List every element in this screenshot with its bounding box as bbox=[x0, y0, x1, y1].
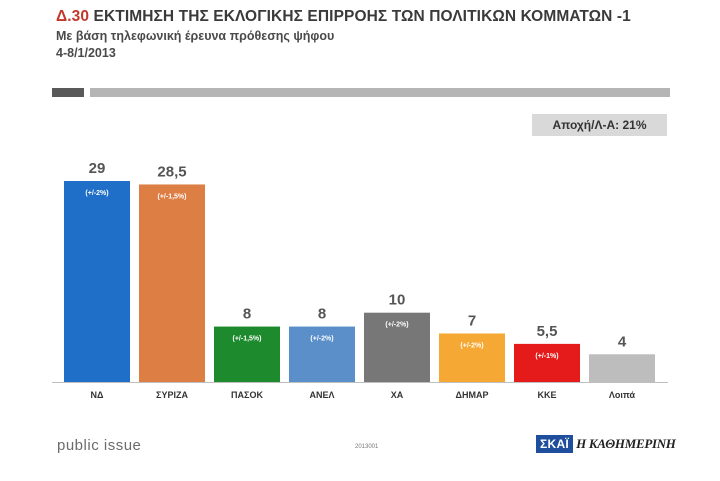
value-label-1: 28,5 bbox=[157, 163, 186, 180]
skai-logo: ΣΚΑΪ bbox=[536, 435, 574, 453]
value-label-7: 4 bbox=[618, 333, 627, 350]
value-label-4: 10 bbox=[389, 292, 406, 309]
margin-label-6: (+/-1%) bbox=[535, 353, 558, 360]
bar-0 bbox=[64, 181, 130, 382]
bar-1 bbox=[139, 184, 205, 382]
value-label-6: 5,5 bbox=[537, 323, 558, 340]
category-label-4: ΧΑ bbox=[391, 390, 404, 400]
category-label-5: ΔΗΜΑΡ bbox=[456, 390, 489, 400]
margin-label-2: (+/-1,5%) bbox=[233, 336, 262, 343]
chart-title: Δ.30 ΕΚΤΙΜΗΣΗ ΤΗΣ ΕΚΛΟΓΙΚΗΣ ΕΠΙΡΡΟΗΣ ΤΩΝ… bbox=[56, 8, 631, 26]
category-label-2: ΠΑΣΟΚ bbox=[231, 390, 263, 400]
bar-3 bbox=[289, 326, 355, 382]
margin-label-5: (+/-2%) bbox=[460, 342, 483, 349]
footer-brand: public issue bbox=[57, 437, 142, 454]
header-divider-dark bbox=[52, 88, 84, 97]
margin-label-4: (+/-2%) bbox=[385, 322, 408, 329]
margin-label-3: (+/-2%) bbox=[310, 336, 333, 343]
bar-4 bbox=[364, 312, 430, 382]
value-label-0: 29 bbox=[89, 160, 106, 177]
value-label-3: 8 bbox=[318, 306, 326, 323]
category-label-0: ΝΔ bbox=[91, 390, 104, 400]
footer-code: 2013001 bbox=[355, 444, 379, 450]
category-label-3: ΑΝΕΛ bbox=[309, 390, 334, 400]
survey-date: 4-8/1/2013 bbox=[56, 46, 116, 60]
category-label-6: ΚΚΕ bbox=[537, 390, 556, 400]
bar-7 bbox=[589, 354, 655, 382]
title-code: Δ.30 bbox=[56, 8, 90, 25]
abstain-badge: Αποχή/Λ-Α: 21% bbox=[532, 114, 667, 136]
chart-header: Δ.30 ΕΚΤΙΜΗΣΗ ΤΗΣ ΕΚΛΟΓΙΚΗΣ ΕΠΙΡΡΟΗΣ ΤΩΝ… bbox=[56, 8, 631, 60]
header-divider-light bbox=[90, 88, 670, 97]
margin-label-0: (+/-2%) bbox=[85, 190, 108, 197]
category-label-1: ΣΥΡΙΖΑ bbox=[156, 390, 188, 400]
bar-2 bbox=[214, 326, 280, 382]
value-label-5: 7 bbox=[468, 312, 476, 329]
title-text: ΕΚΤΙΜΗΣΗ ΤΗΣ ΕΚΛΟΓΙΚΗΣ ΕΠΙΡΡΟΗΣ ΤΩΝ ΠΟΛΙ… bbox=[93, 8, 631, 25]
value-label-2: 8 bbox=[243, 306, 251, 323]
bar-5 bbox=[439, 333, 505, 382]
kathimerini-logo: Η ΚΑΘΗΜΕΡΙΝΗ bbox=[576, 436, 676, 451]
chart-subtitle: Με βάση τηλεφωνική έρευνα πρόθεσης ψήφου bbox=[56, 29, 335, 43]
footer-logos: ΣΚΑΪ Η ΚΑΘΗΜΕΡΙΝΗ bbox=[536, 435, 676, 453]
category-label-7: Λοιπά bbox=[609, 390, 636, 400]
bar-6 bbox=[514, 343, 580, 382]
margin-label-1: (+/-1,5%) bbox=[158, 193, 187, 200]
